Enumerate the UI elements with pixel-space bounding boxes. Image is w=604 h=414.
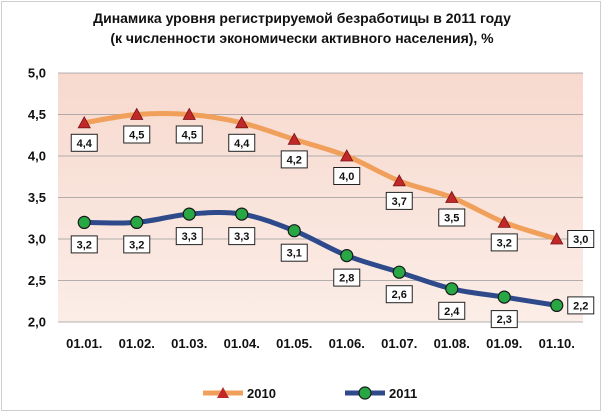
- data-label-box: [385, 191, 413, 210]
- x-tick-label: 01.05.: [276, 336, 312, 351]
- legend-item-2011: 2011: [345, 386, 417, 401]
- series-group: 4,44,5 4,54,44,24,03,73,53,2 3,03,2 3,23,3 3…: [70, 107, 595, 329]
- data-label-box: [490, 310, 518, 329]
- data-point-triangle: [445, 190, 459, 203]
- data-label-box: [385, 285, 413, 304]
- y-tick-label: 3,0: [28, 232, 46, 247]
- data-label: 3,3: [234, 231, 249, 243]
- data-label: 2,6: [392, 289, 407, 301]
- data-label: 3,2: [77, 239, 92, 251]
- data-point-circle: [340, 249, 354, 263]
- data-label-box: [228, 133, 256, 152]
- data-label-box: [490, 233, 518, 252]
- data-point-triangle: [182, 107, 196, 120]
- data-label: 4,5: [129, 130, 144, 142]
- data-point-circle: [392, 265, 406, 279]
- data-label-box: [438, 208, 466, 227]
- y-axis-ticks: 5,0 4,5 4,0 3,5 3,0 2,5 2,0: [28, 66, 46, 330]
- data-label: 2,3: [497, 314, 512, 326]
- legend-marker-circle: [358, 386, 372, 400]
- data-label: 4,5: [182, 130, 197, 142]
- data-label: 2,2: [573, 300, 588, 312]
- y-tick-label: 2,5: [28, 273, 46, 288]
- data-point-circle: [550, 298, 564, 312]
- data-label-box: [280, 243, 308, 262]
- data-point-triangle: [497, 215, 511, 228]
- data-label-box: [175, 125, 203, 144]
- y-tick-label: 4,0: [28, 149, 46, 164]
- y-tick-label: 4,5: [28, 107, 46, 122]
- data-label: 2,8: [339, 273, 354, 285]
- legend-marker-triangle: [217, 387, 229, 398]
- data-label: 3,3: [182, 231, 197, 243]
- data-label-box: [438, 301, 466, 320]
- chart-subtitle: (к численности экономически активного на…: [110, 30, 494, 46]
- data-label: 3,0: [573, 234, 588, 246]
- chart-title: Динамика уровня регистрируемой безработи…: [93, 10, 511, 26]
- series-2010: 4,4 4,5 4,5 4,4 4,2 4,0 3,7 3,5 3,2 3,0: [70, 107, 595, 252]
- x-axis-ticks: 01.01. 01.02. 01.03. 01.04. 01.05. 01.06. 01.0…: [66, 336, 575, 351]
- data-label: 3,2: [129, 239, 144, 251]
- data-label-box: [175, 227, 203, 246]
- data-point-circle: [182, 207, 196, 221]
- data-label: 3,2: [497, 237, 512, 249]
- data-label: 4,2: [287, 154, 302, 166]
- legend-label-2011: 2011: [389, 386, 417, 401]
- data-point-triangle: [287, 132, 301, 145]
- data-label: 4,4: [77, 138, 93, 150]
- x-tick-label: 01.01.: [66, 336, 102, 351]
- chart-title-block: Динамика уровня регистрируемой безработи…: [0, 8, 604, 48]
- data-label-box: [567, 296, 595, 315]
- x-tick-label: 01.10.: [539, 336, 575, 351]
- data-label: 3,5: [444, 213, 459, 225]
- data-label-box: [567, 230, 595, 248]
- data-label-box: [123, 235, 151, 254]
- data-point-triangle: [392, 174, 406, 187]
- data-label: 3,1: [287, 248, 302, 260]
- data-point-triangle: [235, 115, 249, 129]
- y-tick-label: 3,5: [28, 190, 46, 205]
- data-label-box: [333, 268, 361, 287]
- y-tick-label: 2,0: [28, 315, 46, 330]
- x-tick-label: 01.07.: [381, 336, 417, 351]
- y-tick-label: 5,0: [28, 66, 46, 81]
- data-point-circle: [287, 224, 301, 238]
- data-label: 2,4: [444, 306, 460, 318]
- legend: 2010 2011: [203, 386, 417, 401]
- legend-label-2010: 2010: [247, 386, 276, 401]
- data-label: 4,0: [339, 171, 354, 183]
- x-tick-label: 01.09.: [486, 336, 522, 351]
- data-label: 3,7: [392, 196, 407, 208]
- data-point-triangle: [130, 107, 144, 120]
- x-tick-label: 01.03.: [171, 336, 207, 351]
- data-point-circle: [77, 215, 91, 229]
- data-label-box: [123, 125, 151, 144]
- data-label-box: [333, 167, 361, 185]
- x-tick-label: 01.04.: [224, 336, 260, 351]
- data-point-circle: [130, 215, 144, 229]
- data-label-box: [70, 235, 98, 254]
- x-tick-label: 01.06.: [329, 336, 365, 351]
- data-point-circle: [445, 282, 459, 296]
- series-line-2010: [81, 110, 560, 242]
- legend-item-2010: 2010: [203, 386, 276, 401]
- x-tick-label: 01.08.: [434, 336, 470, 351]
- data-point-circle: [497, 290, 511, 304]
- data-label: 4,4: [234, 138, 250, 150]
- x-tick-label: 01.02.: [119, 336, 155, 351]
- data-point-circle: [235, 207, 249, 221]
- data-point-triangle: [340, 149, 354, 162]
- series-line-2011: [81, 210, 560, 308]
- data-point-triangle: [550, 232, 564, 245]
- data-label-box: [280, 150, 308, 169]
- series-2011: 3,2 3,2 3,3 3,3 3,1 2,8 2,6 2,4 2,3 2,2: [70, 207, 595, 329]
- data-point-triangle: [77, 115, 91, 129]
- data-label-box: [70, 133, 98, 152]
- data-label-box: [228, 227, 256, 246]
